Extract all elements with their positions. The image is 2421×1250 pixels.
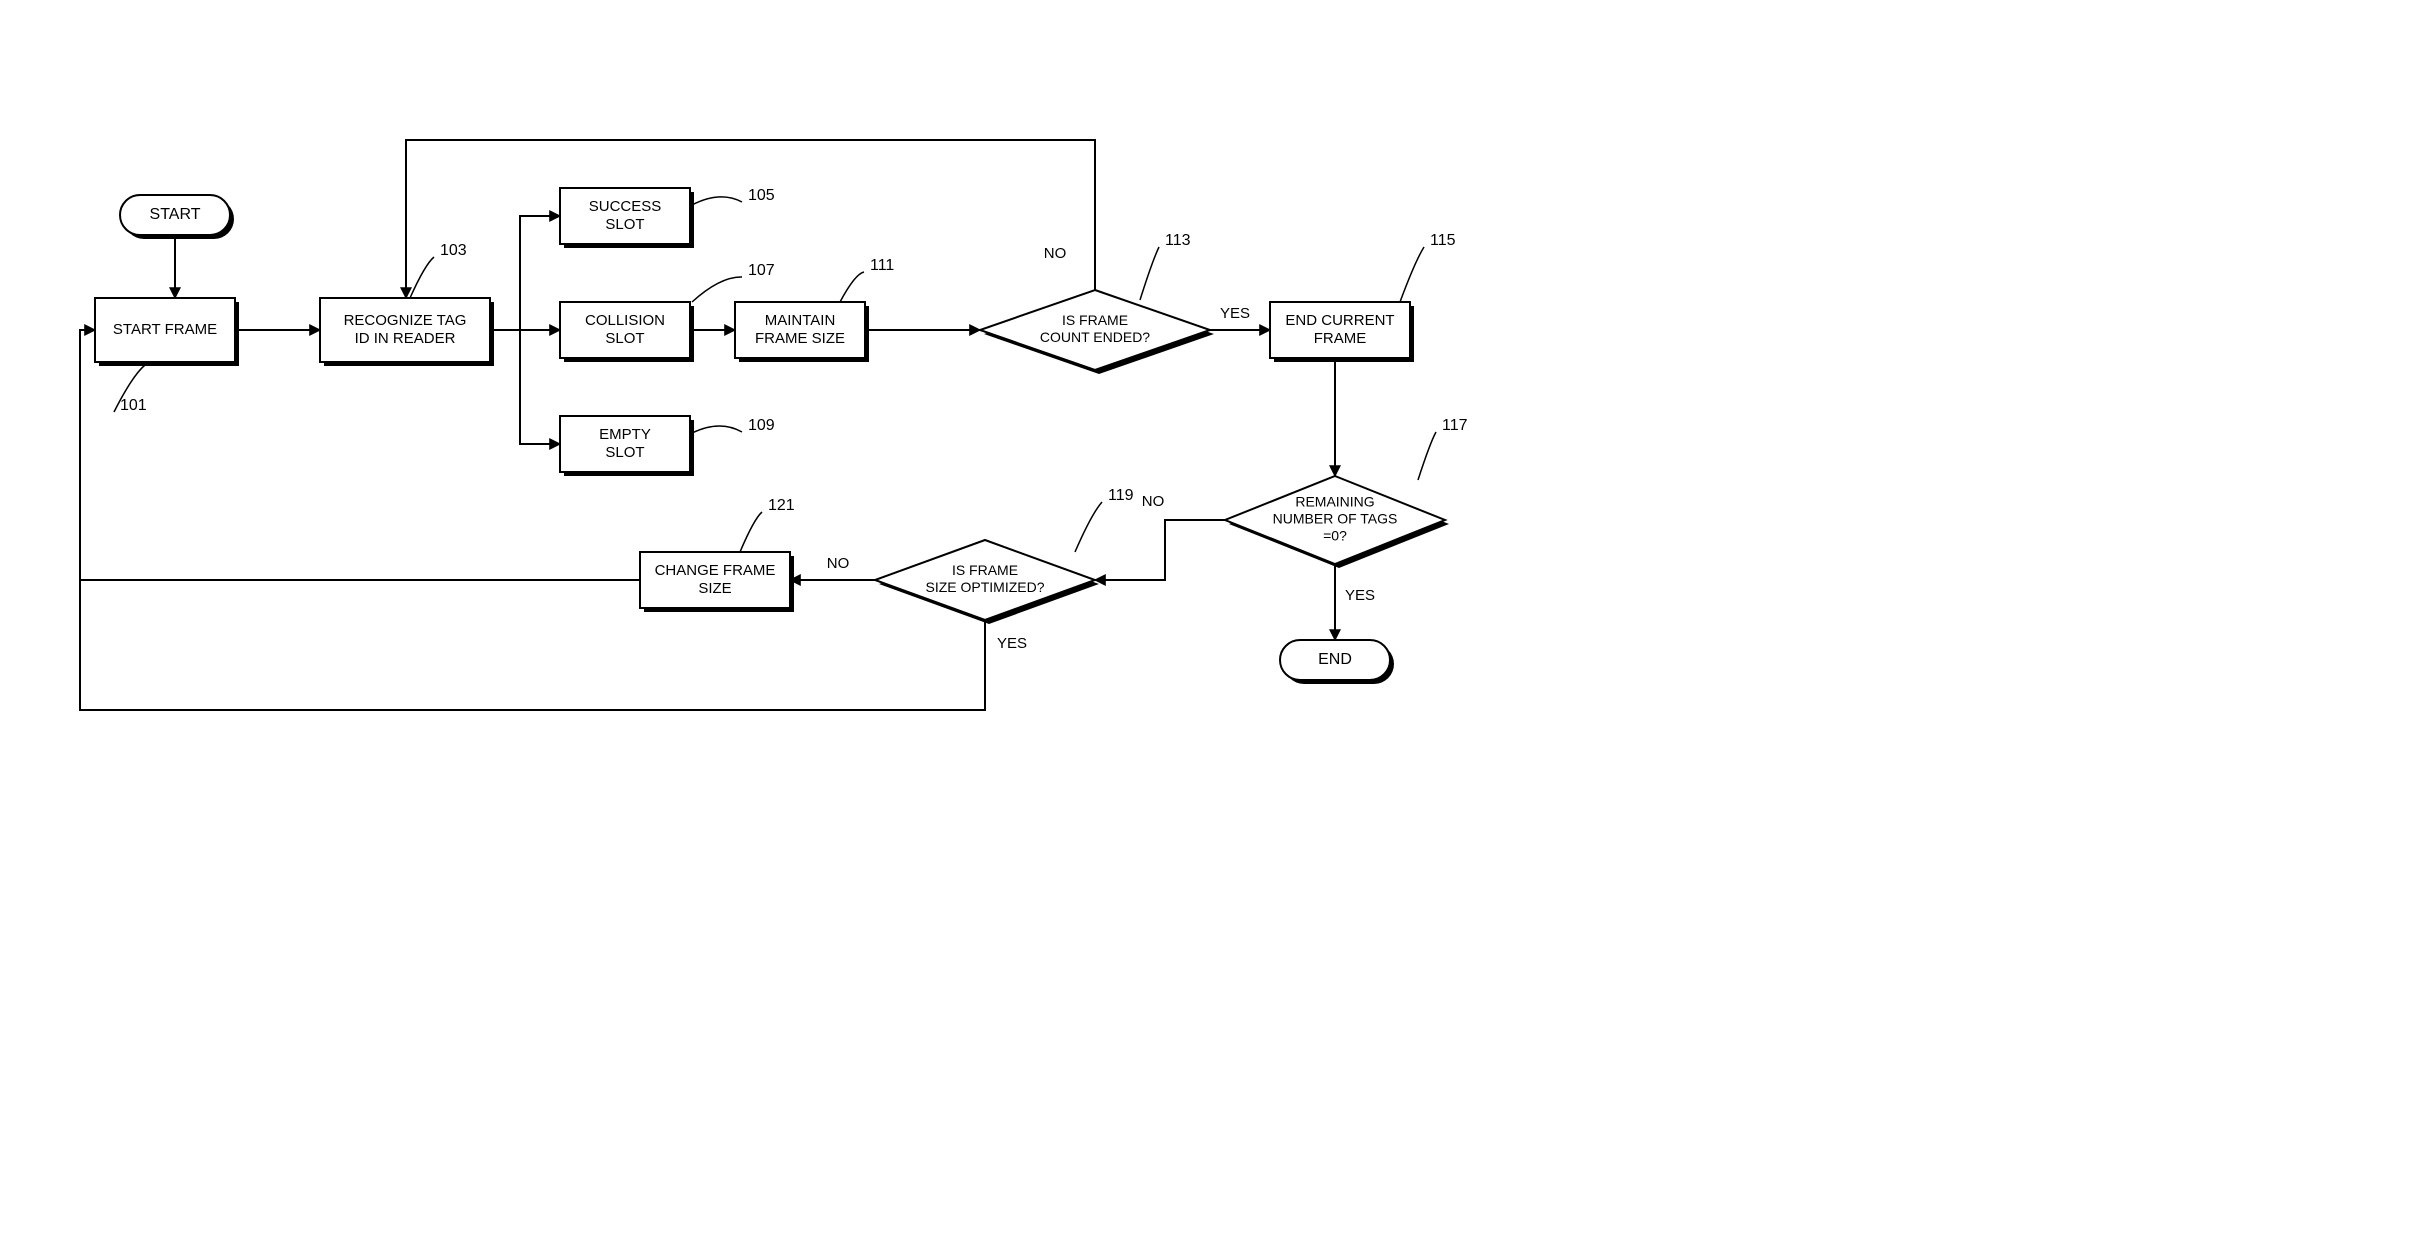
ref-label-n115: 115: [1430, 232, 1456, 249]
ref-leader-n111: [840, 272, 864, 302]
edge-label-e_113_no_103: NO: [1044, 245, 1067, 262]
edges-layer: [80, 140, 1335, 710]
edge-label-e_117_yes_end: YES: [1345, 587, 1375, 604]
node-text-end-0: END: [1318, 651, 1352, 668]
edge-e_119_yes_101: [80, 330, 985, 710]
node-text-n107-1: SLOT: [605, 330, 644, 347]
ref-leader-n107: [692, 277, 742, 302]
node-text-n113-0: IS FRAME: [1062, 312, 1128, 328]
node-text-n101-0: START FRAME: [113, 321, 217, 338]
ref-leader-n115: [1400, 247, 1424, 302]
ref-leader-n103: [410, 257, 434, 298]
node-text-start-0: START: [150, 206, 201, 223]
node-text-n109-1: SLOT: [605, 444, 644, 461]
node-text-n117-2: =0?: [1323, 528, 1347, 544]
ref-leader-n109: [692, 426, 742, 433]
ref-label-n105: 105: [748, 187, 775, 204]
node-text-n113-1: COUNT ENDED?: [1040, 329, 1150, 345]
ref-leader-n105: [692, 197, 742, 205]
ref-label-n111: 111: [870, 257, 894, 274]
edge-e_117_no_119: [1095, 520, 1225, 580]
node-text-n103-1: ID IN READER: [355, 330, 456, 347]
edge-label-e_117_no_119: NO: [1142, 493, 1165, 510]
ref-label-n101: 101: [120, 397, 147, 414]
node-text-n115-0: END CURRENT: [1285, 312, 1394, 329]
ref-label-n109: 109: [748, 417, 775, 434]
edge-label-e_113_yes_115: YES: [1220, 305, 1250, 322]
edge-label-e_119_no_121: NO: [827, 555, 850, 572]
ref-label-n117: 117: [1442, 417, 1468, 434]
ref-label-n107: 107: [748, 262, 775, 279]
edge-e_103_109: [520, 330, 560, 444]
node-text-n119-1: SIZE OPTIMIZED?: [925, 579, 1044, 595]
node-text-n117-0: REMAINING: [1295, 494, 1374, 510]
node-text-n111-0: MAINTAIN: [765, 312, 836, 329]
ref-label-n119: 119: [1108, 487, 1134, 504]
node-text-n111-1: FRAME SIZE: [755, 330, 845, 347]
node-text-n115-1: FRAME: [1314, 330, 1367, 347]
ref-leader-n117: [1418, 432, 1436, 480]
edge-e_103_105: [520, 216, 560, 330]
node-text-n119-0: IS FRAME: [952, 562, 1018, 578]
edge-label-e_119_yes_101: YES: [997, 635, 1027, 652]
node-text-n121-0: CHANGE FRAME: [655, 562, 776, 579]
node-text-n117-1: NUMBER OF TAGS: [1273, 511, 1398, 527]
node-text-n107-0: COLLISION: [585, 312, 665, 329]
ref-leader-n113: [1140, 247, 1159, 300]
ref-label-n103: 103: [440, 242, 467, 259]
node-text-n105-1: SLOT: [605, 216, 644, 233]
node-text-n121-1: SIZE: [698, 580, 731, 597]
node-text-n109-0: EMPTY: [599, 426, 651, 443]
node-text-n103-0: RECOGNIZE TAG: [344, 312, 467, 329]
ref-leader-n121: [740, 512, 762, 552]
node-text-n105-0: SUCCESS: [589, 198, 662, 215]
ref-leader-n119: [1075, 502, 1102, 552]
ref-label-n113: 113: [1165, 232, 1191, 249]
ref-label-n121: 121: [768, 497, 795, 514]
